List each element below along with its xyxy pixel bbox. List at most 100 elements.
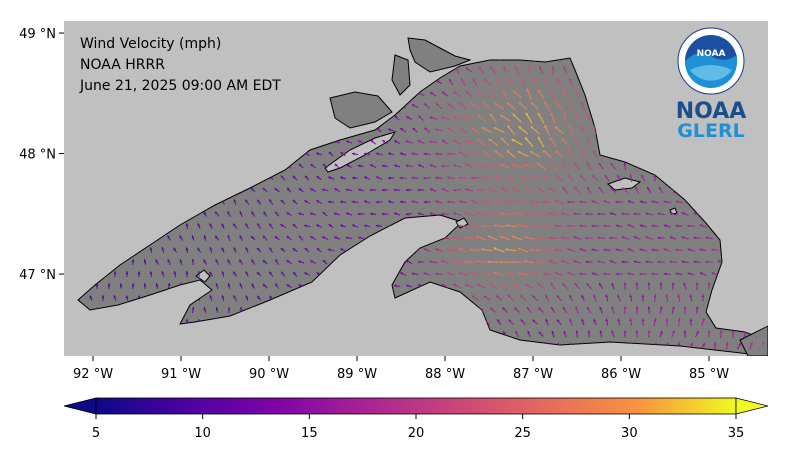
wind-arrow [209, 223, 213, 229]
wind-arrow [610, 162, 616, 170]
wind-arrow [633, 212, 641, 216]
wind-arrow [653, 174, 657, 182]
wind-arrow [525, 112, 533, 124]
wind-arrow [245, 247, 249, 253]
wind-arrow [603, 200, 611, 204]
wind-arrow [256, 271, 262, 277]
wind-arrow [405, 164, 413, 168]
wind-arrow [550, 89, 556, 99]
wind-arrow [494, 176, 504, 180]
wind-arrow [481, 248, 493, 252]
lat-tick-label: 47 °N [19, 268, 56, 283]
wind-arrow [621, 260, 629, 264]
wind-arrow [701, 318, 705, 326]
wind-arrow [663, 272, 671, 276]
wind-arrow [441, 187, 449, 193]
wind-arrow [609, 187, 617, 193]
wind-arrow [298, 235, 304, 241]
wind-arrow [561, 162, 569, 170]
michipicoten-island [607, 177, 642, 191]
wind-arrow [604, 174, 610, 182]
wind-arrow [591, 272, 599, 276]
wind-arrow [621, 212, 629, 216]
wind-arrow [651, 224, 659, 228]
wind-arrow [351, 224, 359, 228]
wind-arrow [493, 224, 505, 228]
wind-arrow [615, 200, 623, 204]
wind-arrow [616, 174, 622, 182]
wind-arrow [250, 235, 256, 241]
isle-royale [324, 131, 397, 173]
wind-arrow [381, 212, 389, 216]
wind-arrow [551, 330, 555, 338]
wind-arrow [599, 306, 603, 314]
wind-arrow [707, 330, 711, 338]
wind-arrow [502, 307, 508, 313]
wind-arrow [268, 271, 274, 277]
wind-arrow [345, 236, 353, 240]
wind-arrow [357, 188, 365, 192]
wind-arrow [280, 199, 286, 205]
wind-arrow [617, 318, 621, 326]
wind-arrow [469, 248, 481, 252]
wind-arrow [340, 176, 346, 180]
wind-arrow [499, 114, 511, 122]
wind-arrow [609, 260, 617, 264]
wind-arrow [274, 211, 280, 217]
wind-arrow [554, 126, 564, 134]
wind-arrow [520, 77, 526, 87]
wind-arrow [345, 188, 353, 192]
wind-arrow [639, 248, 647, 252]
wind-arrow [351, 152, 359, 156]
wind-arrow [550, 306, 556, 314]
wind-arrow [239, 235, 243, 241]
colorbar-tick-label: 10 [194, 426, 211, 441]
wind-arrow [627, 224, 635, 228]
wind-arrow [681, 260, 689, 264]
wind-arrow [411, 200, 419, 204]
wind-arrow [615, 248, 623, 252]
wind-arrow [435, 200, 443, 204]
wind-arrow [464, 140, 474, 144]
wind-arrow [556, 77, 562, 87]
wind-arrow [605, 318, 609, 326]
wind-arrow [417, 140, 425, 144]
wind-arrow [483, 78, 491, 86]
wind-arrow [574, 137, 580, 147]
wind-arrow [209, 246, 213, 254]
wind-arrow [603, 272, 611, 276]
wind-arrow [512, 90, 522, 98]
wind-arrow [423, 200, 431, 204]
colorbar-tick-label: 20 [408, 426, 425, 441]
wind-arrow [196, 247, 202, 253]
wind-arrow [149, 247, 153, 253]
wind-arrow [215, 282, 219, 290]
wind-arrow [525, 186, 533, 194]
wind-arrow [476, 114, 486, 122]
wind-arrow [477, 90, 485, 98]
wind-arrow [647, 330, 651, 338]
wind-arrow [488, 138, 498, 146]
wind-arrow [470, 176, 480, 180]
wind-arrow [500, 187, 510, 193]
wind-arrow [535, 260, 547, 264]
wind-arrow [262, 187, 268, 193]
wind-arrow [274, 187, 280, 193]
wind-arrow [173, 271, 177, 277]
wind-arrow [518, 200, 528, 204]
wind-arrow [683, 330, 687, 338]
wind-arrow [585, 260, 593, 264]
wind-arrow [482, 176, 492, 180]
noaa-glerl-logo: NOAA NOAA GLERL [676, 27, 746, 142]
wind-arrow [209, 271, 213, 277]
wind-arrow [333, 236, 341, 240]
wind-arrow [333, 212, 341, 216]
wind-arrow [496, 58, 502, 62]
wind-arrow [677, 318, 681, 326]
wind-arrow [476, 211, 486, 217]
wind-arrow [197, 271, 201, 277]
wind-arrow [567, 174, 575, 182]
wind-arrow [393, 188, 401, 192]
wind-arrow [429, 116, 437, 120]
wind-arrow [591, 224, 599, 228]
